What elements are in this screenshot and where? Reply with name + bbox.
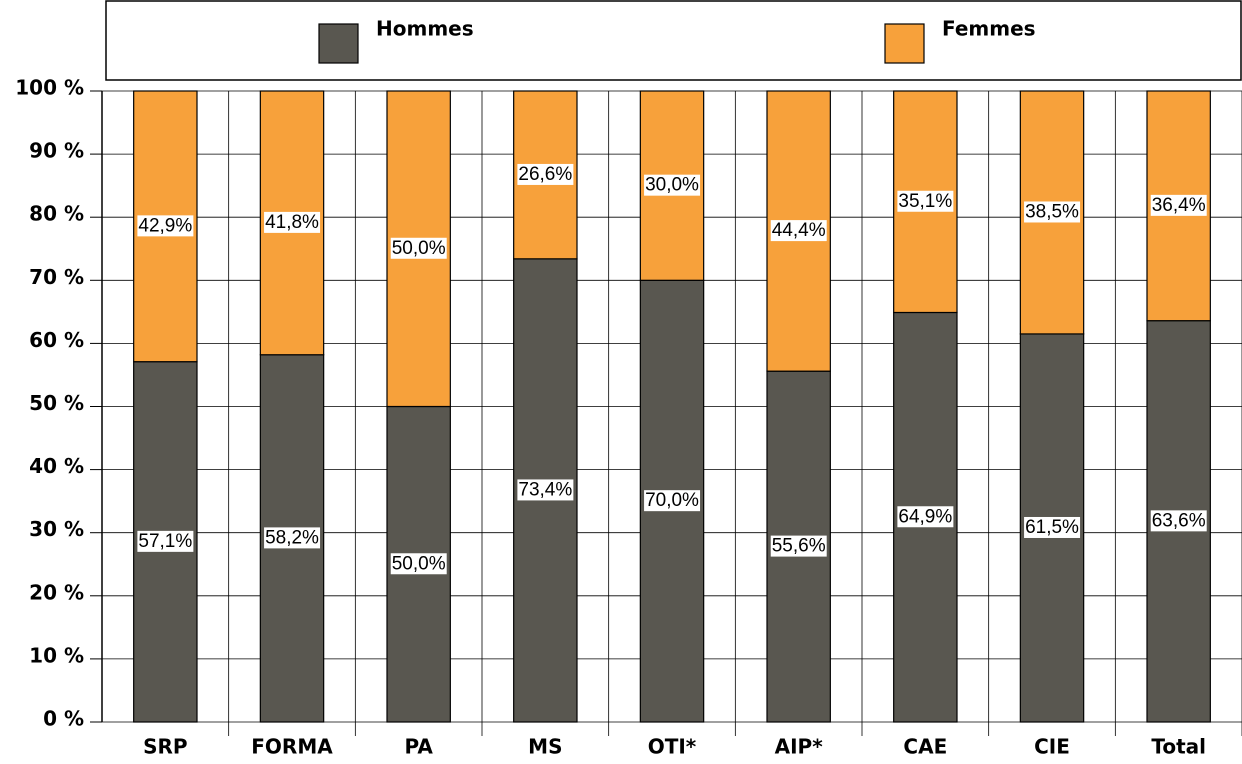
x-tick-label: MS — [528, 735, 562, 759]
value-label: 42,9% — [138, 215, 192, 236]
value-label-bg — [1150, 510, 1207, 532]
value-label: 41,8% — [265, 212, 319, 233]
value-label-bg — [897, 190, 954, 212]
x-tick-label: CIE — [1034, 735, 1070, 759]
legend-box — [105, 0, 1242, 81]
value-label: 36,4% — [1152, 195, 1206, 216]
value-label: 57,1% — [138, 531, 192, 552]
x-tick-label: PA — [405, 735, 434, 759]
value-label: 64,9% — [898, 506, 952, 527]
y-tick-label: 80 % — [29, 202, 84, 226]
y-tick-label: 0 % — [43, 707, 84, 731]
value-label-bg — [137, 530, 194, 552]
value-label: 44,4% — [772, 220, 826, 241]
value-label: 35,1% — [898, 191, 952, 212]
value-label-bg — [390, 553, 447, 575]
value-label-bg — [517, 479, 574, 501]
x-tick-label: OTI* — [648, 735, 697, 759]
y-tick-label: 100 % — [15, 76, 84, 100]
value-label-bg — [1024, 201, 1081, 223]
y-tick-label: 30 % — [29, 517, 84, 541]
value-label: 55,6% — [772, 536, 826, 557]
value-label: 38,5% — [1025, 201, 1079, 222]
legend-swatch — [884, 23, 925, 64]
value-label-bg — [770, 535, 827, 557]
value-label-bg — [137, 215, 194, 237]
value-label: 26,6% — [518, 164, 572, 185]
value-label: 58,2% — [265, 527, 319, 548]
y-tick-label: 60 % — [29, 328, 84, 352]
value-label-bg — [644, 490, 701, 512]
value-label: 50,0% — [392, 238, 446, 259]
value-label-bg — [390, 237, 447, 259]
x-tick-label: FORMA — [251, 735, 333, 759]
legend-label: Femmes — [942, 17, 1036, 41]
value-label-bg — [644, 174, 701, 196]
legend-label: Hommes — [376, 17, 474, 41]
x-tick-label: SRP — [143, 735, 187, 759]
value-label: 70,0% — [645, 490, 699, 511]
value-label-bg — [264, 211, 321, 233]
x-tick-label: Total — [1151, 735, 1206, 759]
value-label: 61,5% — [1025, 517, 1079, 538]
value-label: 50,0% — [392, 553, 446, 574]
y-tick-label: 50 % — [29, 391, 84, 415]
value-label-bg — [1024, 516, 1081, 538]
x-tick-label: AIP* — [775, 735, 824, 759]
value-label-bg — [897, 506, 954, 528]
value-label-bg — [264, 527, 321, 549]
value-label-bg — [517, 163, 574, 185]
value-label-bg — [770, 220, 827, 242]
y-tick-label: 20 % — [29, 580, 84, 604]
value-label: 30,0% — [645, 175, 699, 196]
y-tick-label: 70 % — [29, 265, 84, 289]
value-label-bg — [1150, 194, 1207, 216]
value-label: 63,6% — [1152, 510, 1206, 531]
y-tick-label: 90 % — [29, 139, 84, 163]
legend-swatch — [318, 23, 359, 64]
x-tick-label: CAE — [903, 735, 947, 759]
y-tick-label: 40 % — [29, 454, 84, 478]
value-label: 73,4% — [518, 479, 572, 500]
y-tick-label: 10 % — [29, 643, 84, 667]
